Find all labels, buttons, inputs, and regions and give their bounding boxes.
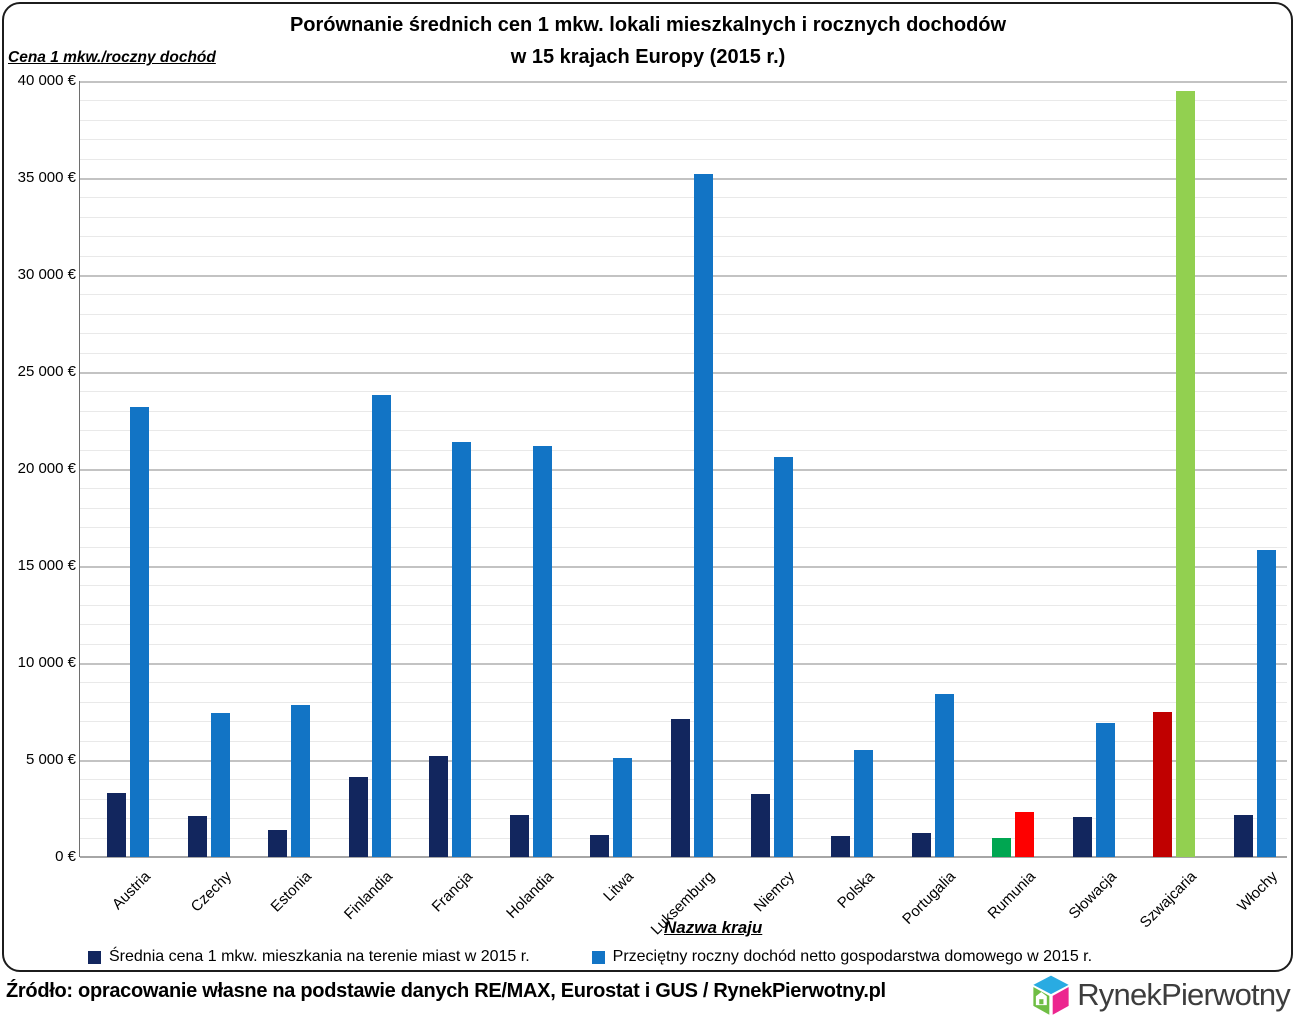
legend-item-price: Średnia cena 1 mkw. mieszkania na tereni… [88, 948, 530, 966]
minor-gridline [80, 604, 1287, 606]
minor-gridline [80, 624, 1287, 626]
y-tick-label: 35 000 € [17, 169, 76, 186]
major-gridline [80, 81, 1287, 83]
y-tick-label: 5 000 € [25, 751, 76, 768]
bar-price-austria [107, 792, 127, 857]
bar-income-szwajcaria [1176, 90, 1196, 857]
legend-label-price: Średnia cena 1 mkw. mieszkania na tereni… [109, 948, 530, 965]
minor-gridline [80, 585, 1287, 587]
y-tick-label: 0 € [55, 848, 76, 865]
minor-gridline [80, 449, 1287, 451]
chart-title: Porównanie średnich cen 1 mkw. lokali mi… [0, 9, 1296, 73]
legend-swatch-income [591, 950, 605, 964]
minor-gridline [80, 643, 1287, 645]
y-axis-line [78, 81, 80, 857]
bar-price-litwa [590, 834, 610, 857]
minor-gridline [80, 546, 1287, 548]
bar-price-luksemburg [670, 719, 690, 857]
bar-price-estonia [268, 829, 288, 857]
legend-label-income: Przeciętny roczny dochód netto gospodars… [612, 948, 1093, 965]
minor-gridline [80, 701, 1287, 703]
bar-price-francja [429, 756, 449, 857]
minor-gridline [80, 255, 1287, 257]
x-axis-line [80, 856, 1287, 858]
minor-gridline [80, 236, 1287, 238]
rynekpierwotny-logo: RynekPierwotny [1030, 974, 1291, 1016]
legend: Średnia cena 1 mkw. mieszkania na tereni… [88, 948, 1092, 966]
bar-income-portugalia [934, 694, 954, 857]
minor-gridline [80, 391, 1287, 393]
y-tick-label: 15 000 € [17, 557, 76, 574]
bar-income-litwa [613, 758, 633, 857]
minor-gridline [80, 119, 1287, 121]
cube-logo-icon [1030, 974, 1072, 1016]
bar-income-austria [130, 406, 150, 857]
source-text: Źródło: opracowanie własne na podstawie … [6, 980, 886, 1002]
bar-income-finlandia [371, 395, 391, 857]
x-axis-title: Nazwa kraju [664, 918, 763, 937]
bar-income-czechy [210, 713, 230, 857]
minor-gridline [80, 488, 1287, 490]
chart-title-line1: Porównanie średnich cen 1 mkw. lokali mi… [289, 14, 1007, 36]
legend-item-income: Przeciętny roczny dochód netto gospodars… [591, 948, 1093, 966]
bar-income-niemcy [773, 457, 793, 857]
bar-price-słowacja [1072, 817, 1092, 857]
major-gridline [80, 275, 1287, 277]
minor-gridline [80, 507, 1287, 509]
bar-income-słowacja [1095, 723, 1115, 857]
major-gridline [80, 372, 1287, 374]
bar-income-włochy [1256, 550, 1276, 857]
legend-swatch-price [88, 950, 101, 964]
bar-income-francja [452, 441, 472, 857]
bar-price-portugalia [911, 832, 931, 857]
bar-price-włochy [1233, 815, 1253, 857]
y-tick-label: 40 000 € [17, 72, 76, 89]
bar-price-szwajcaria [1153, 711, 1173, 857]
bar-price-czechy [187, 816, 207, 857]
bar-price-niemcy [750, 793, 770, 857]
bar-income-holandia [532, 445, 552, 857]
bar-income-polska [854, 750, 874, 857]
bar-income-luksemburg [693, 174, 713, 857]
bar-price-polska [831, 835, 851, 857]
minor-gridline [80, 333, 1287, 335]
bar-income-estonia [291, 704, 311, 857]
bar-price-finlandia [348, 777, 368, 857]
minor-gridline [80, 430, 1287, 432]
minor-gridline [80, 216, 1287, 218]
y-tick-label: 25 000 € [17, 363, 76, 380]
major-gridline [80, 178, 1287, 180]
minor-gridline [80, 527, 1287, 529]
logo-text: RynekPierwotny [1077, 977, 1291, 1012]
minor-gridline [80, 294, 1287, 296]
minor-gridline [80, 139, 1287, 141]
major-gridline [80, 663, 1287, 665]
major-gridline [80, 469, 1287, 471]
minor-gridline [80, 313, 1287, 315]
minor-gridline [80, 158, 1287, 160]
bar-price-rumunia [992, 837, 1012, 857]
minor-gridline [80, 410, 1287, 412]
y-tick-label: 10 000 € [17, 654, 76, 671]
minor-gridline [80, 197, 1287, 199]
major-gridline [80, 566, 1287, 568]
minor-gridline [80, 352, 1287, 354]
y-tick-label: 30 000 € [17, 266, 76, 283]
y-tick-label: 20 000 € [17, 460, 76, 477]
minor-gridline [80, 100, 1287, 102]
bar-income-rumunia [1015, 812, 1035, 857]
y-axis-label: Cena 1 mkw./roczny dochód [8, 49, 216, 66]
chart-title-line2: w 15 krajach Europy (2015 r.) [510, 46, 786, 68]
bar-price-holandia [509, 815, 529, 857]
minor-gridline [80, 682, 1287, 684]
